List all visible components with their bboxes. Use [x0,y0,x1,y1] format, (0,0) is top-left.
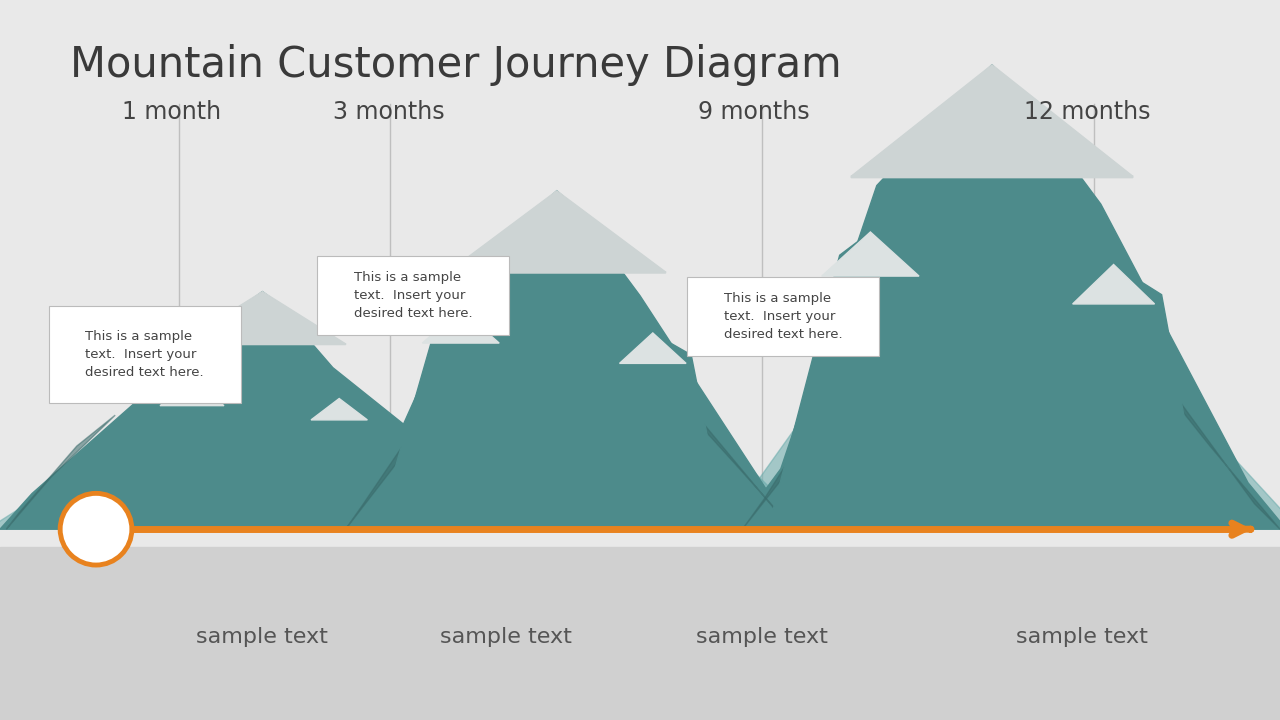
Polygon shape [1114,325,1280,529]
Polygon shape [723,65,1280,529]
Bar [49,306,241,403]
Bar [0,547,1280,720]
Bar [0,0,1280,547]
Polygon shape [311,398,367,420]
Polygon shape [620,333,686,364]
Polygon shape [822,232,919,276]
Polygon shape [378,310,535,529]
Polygon shape [736,65,1280,529]
Bar [687,277,879,356]
Polygon shape [659,380,794,529]
Polygon shape [179,334,346,345]
Polygon shape [179,292,346,344]
Polygon shape [326,191,813,529]
Polygon shape [0,292,525,529]
Polygon shape [768,232,965,529]
Polygon shape [1073,264,1155,304]
Text: 9 months: 9 months [698,99,809,124]
Text: 1 month: 1 month [122,99,220,124]
Polygon shape [851,65,1133,176]
Text: This is a sample
text.  Insert your
desired text here.: This is a sample text. Insert your desir… [86,330,204,379]
Text: 12 months: 12 months [1024,99,1151,124]
Polygon shape [851,156,1133,178]
Ellipse shape [60,493,132,565]
Text: 3 months: 3 months [333,99,444,124]
Polygon shape [742,297,915,529]
Polygon shape [448,191,666,272]
Polygon shape [122,382,248,529]
Text: sample text: sample text [695,627,828,647]
Text: sample text: sample text [439,627,572,647]
Text: This is a sample
text.  Insert your
desired text here.: This is a sample text. Insert your desir… [355,271,472,320]
Bar [317,256,509,335]
Polygon shape [422,310,499,343]
Polygon shape [576,333,726,529]
Polygon shape [6,415,115,529]
Polygon shape [346,360,480,529]
Text: This is a sample
text.  Insert your
desired text here.: This is a sample text. Insert your desir… [724,292,842,341]
Text: sample text: sample text [1015,627,1148,647]
Polygon shape [410,429,518,529]
Polygon shape [448,258,666,273]
Polygon shape [339,191,800,529]
Text: sample text: sample text [196,627,329,647]
Polygon shape [275,398,397,529]
Text: Mountain Customer Journey Diagram: Mountain Customer Journey Diagram [70,44,842,86]
Polygon shape [0,292,538,529]
Polygon shape [160,382,224,405]
Polygon shape [1018,264,1204,529]
